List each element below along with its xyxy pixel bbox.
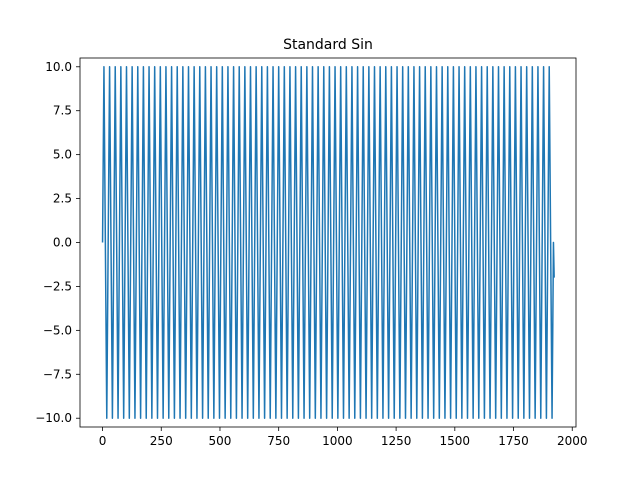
series-line-0 <box>101 66 555 419</box>
x-tick-label: 0 <box>99 434 107 448</box>
y-tick-label: −2.5 <box>43 279 72 293</box>
plot-area <box>101 66 555 419</box>
y-tick-label: 0.0 <box>53 236 72 250</box>
axes: 0 250 500 750 1000 1250 1500 1750 2000 −10.0 −7.5 −… <box>35 57 588 448</box>
x-tick-label: 750 <box>267 434 290 448</box>
y-tick-label: −10.0 <box>35 411 72 425</box>
x-tick-label: 1000 <box>322 434 353 448</box>
y-tick-label: 10.0 <box>45 60 72 74</box>
x-tick-label: 1250 <box>381 434 412 448</box>
x-tick-label: 250 <box>150 434 173 448</box>
y-tick-label: −7.5 <box>43 367 72 381</box>
y-tick-label: −5.0 <box>43 323 72 337</box>
y-tick-label: 7.5 <box>53 104 72 118</box>
x-tick-label: 500 <box>209 434 232 448</box>
x-tick-label: 1750 <box>498 434 529 448</box>
x-tick-label: 1500 <box>440 434 471 448</box>
y-tick-label: 2.5 <box>53 192 72 206</box>
y-tick-label: 5.0 <box>53 148 72 162</box>
chart-title: Standard Sin <box>283 37 373 53</box>
x-tick-label: 2000 <box>557 434 588 448</box>
